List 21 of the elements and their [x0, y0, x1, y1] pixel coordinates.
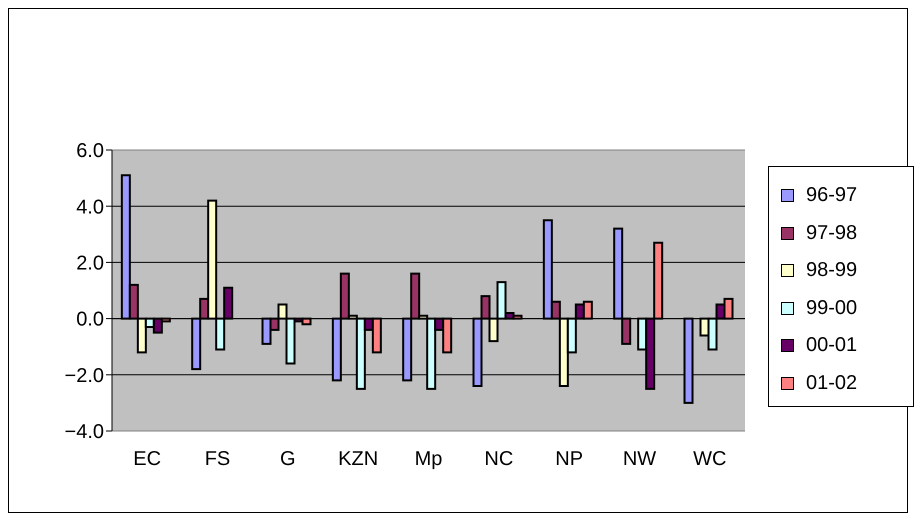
x-tick-label: NC	[484, 448, 514, 470]
x-tick-label: NP	[555, 448, 584, 470]
x-tick-label: WC	[693, 448, 726, 470]
y-tick-label: 4.0	[76, 196, 104, 218]
x-tick-label: NW	[622, 448, 656, 470]
legend-label: 97-98	[806, 222, 858, 245]
legend-label: 98-99	[806, 259, 858, 282]
y-tick-label: −4.0	[64, 421, 104, 444]
legend-label: 96-97	[806, 184, 858, 208]
x-tick-label: Mp	[414, 448, 442, 470]
y-tick-label: 2.0	[76, 252, 104, 274]
legend-label: 99-00	[806, 296, 858, 320]
y-tick-label: 6.0	[76, 140, 104, 162]
x-tick-label: FS	[204, 448, 230, 470]
x-tick-label: EC	[133, 448, 162, 470]
x-tick-label: KZN	[338, 448, 378, 470]
x-tick-label: G	[280, 448, 296, 470]
legend-label: 00-01	[806, 334, 858, 358]
y-tick-label: 0.0	[76, 308, 104, 331]
y-tick-label: −2.0	[64, 364, 104, 387]
legend-label: 01-02	[806, 372, 858, 395]
